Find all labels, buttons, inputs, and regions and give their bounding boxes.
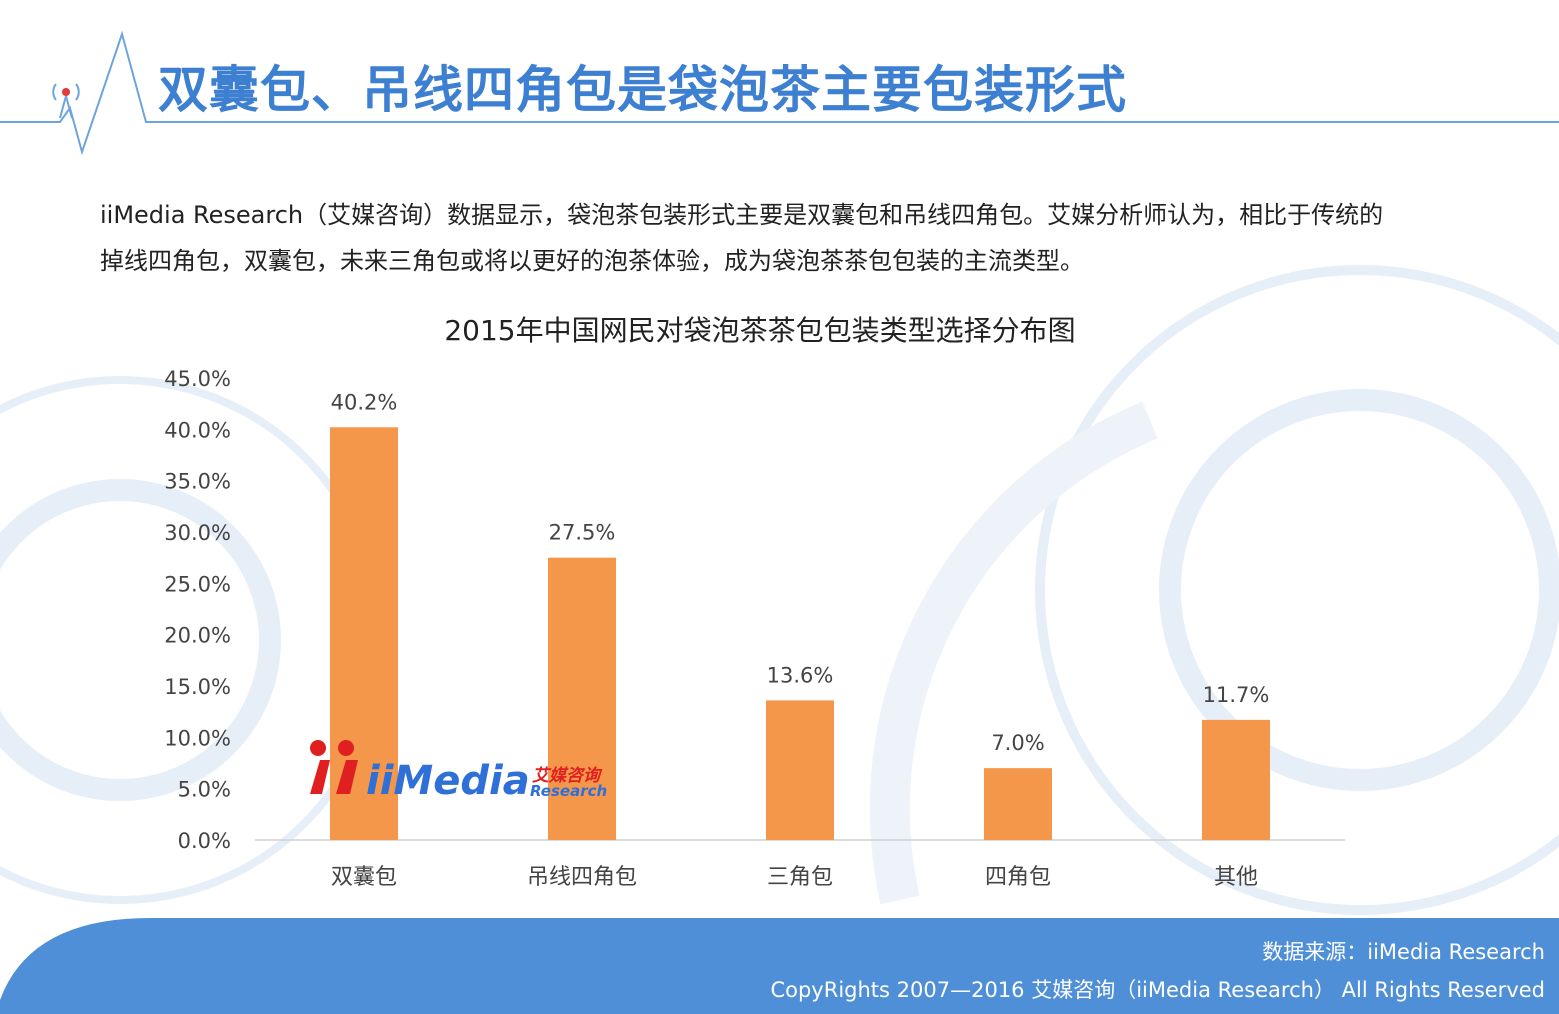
intro-text: iiMedia Research（艾媒咨询）数据显示，袋泡茶包装形式主要是双囊包… bbox=[100, 192, 1500, 284]
watermark-brand: iiMedia bbox=[366, 758, 530, 804]
intro-line-2: 掉线四角包，双囊包，未来三角包或将以更好的泡茶体验，成为袋泡茶茶包包装的主流类型… bbox=[100, 247, 1084, 275]
page-title: 双囊包、吊线四角包是袋泡茶主要包装形式 bbox=[158, 61, 1127, 119]
copyright-text: CopyRights 2007—2016 艾媒咨询（iiMedia Resear… bbox=[770, 978, 1545, 1002]
y-tick-label: 30.0% bbox=[164, 521, 231, 545]
bar-value-label: 13.6% bbox=[767, 663, 834, 687]
bar bbox=[330, 427, 398, 840]
header-decoration bbox=[0, 30, 1559, 156]
y-tick-label: 0.0% bbox=[178, 829, 231, 853]
y-tick-label: 25.0% bbox=[164, 572, 231, 596]
x-tick-label: 吊线四角包 bbox=[527, 865, 637, 890]
bar-value-label: 40.2% bbox=[331, 390, 398, 414]
y-tick-label: 5.0% bbox=[178, 778, 231, 802]
pulse-line bbox=[0, 30, 1559, 156]
watermark-logo-mark bbox=[310, 740, 358, 794]
signal-icon bbox=[52, 83, 80, 119]
y-tick-label: 10.0% bbox=[164, 726, 231, 750]
bar-value-label: 7.0% bbox=[991, 731, 1044, 755]
bar-value-label: 11.7% bbox=[1203, 683, 1270, 707]
x-tick-label: 其他 bbox=[1214, 865, 1258, 890]
watermark-en: Research bbox=[530, 782, 607, 800]
bar bbox=[766, 700, 834, 840]
chart-title: 2015年中国网民对袋泡茶茶包包装类型选择分布图 bbox=[444, 314, 1075, 347]
watermark-cn: 艾媒咨询 bbox=[532, 766, 603, 786]
y-tick-label: 20.0% bbox=[164, 624, 231, 648]
bar bbox=[548, 557, 616, 840]
x-tick-label: 三角包 bbox=[767, 865, 833, 890]
y-tick-label: 40.0% bbox=[164, 418, 231, 442]
y-tick-label: 15.0% bbox=[164, 675, 231, 699]
data-source: 数据来源：iiMedia Research bbox=[1262, 940, 1545, 964]
x-tick-label: 四角包 bbox=[985, 865, 1051, 890]
x-tick-label: 双囊包 bbox=[331, 865, 397, 890]
bar-value-label: 27.5% bbox=[549, 521, 616, 545]
intro-line-1: iiMedia Research（艾媒咨询）数据显示，袋泡茶包装形式主要是双囊包… bbox=[100, 201, 1384, 229]
bar bbox=[1202, 719, 1270, 840]
bar bbox=[984, 768, 1052, 840]
y-tick-label: 45.0% bbox=[164, 367, 231, 391]
y-tick-label: 35.0% bbox=[164, 470, 231, 494]
